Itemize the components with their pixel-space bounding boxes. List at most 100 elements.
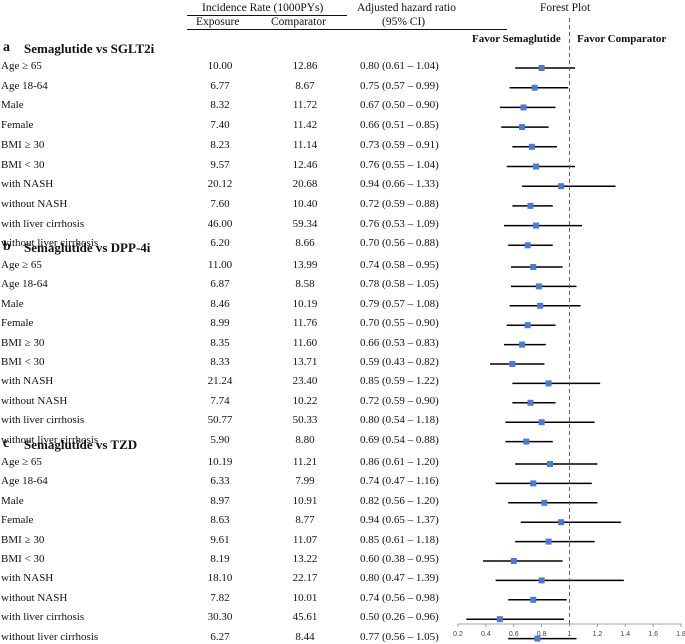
- header-underline: [187, 15, 347, 16]
- comparator-rate: 8.66: [295, 237, 315, 250]
- exposure-rate: 46.00: [207, 217, 233, 230]
- exposure-column-header: Exposure: [196, 16, 240, 28]
- x-tick-label: 0.2: [453, 631, 463, 638]
- comparator-rate: 45.61: [292, 611, 318, 624]
- exposure-rate: 50.77: [207, 414, 233, 427]
- hazard-ratio-value: 0.74 (0.47 – 1.16): [360, 475, 439, 488]
- hazard-ratio-value: 0.76 (0.53 – 1.09): [360, 217, 439, 230]
- hazard-ratio-marker: [535, 283, 542, 290]
- subgroup-label: Age 18-64: [1, 278, 48, 291]
- subgroup-label: with NASH: [1, 572, 54, 585]
- exposure-rate: 9.57: [210, 158, 230, 171]
- hazard-ratio-marker: [520, 104, 527, 111]
- favor-comparator-label: Favor Comparator: [577, 33, 667, 45]
- subgroup-label: BMI ≥ 30: [1, 138, 45, 151]
- comparator-rate: 50.33: [292, 414, 318, 427]
- hazard-ratio-marker: [524, 242, 531, 249]
- hazard-ratio-marker: [527, 202, 534, 209]
- hazard-ratio-value: 0.74 (0.56 – 0.98): [360, 591, 439, 604]
- ci-header: (95% CI): [382, 16, 426, 28]
- comparator-rate: 8.77: [295, 514, 315, 527]
- exposure-rate: 20.12: [207, 178, 233, 191]
- subgroup-label: without liver cirrhosis: [1, 630, 99, 643]
- x-tick-label: 0.8: [537, 631, 547, 638]
- hazard-ratio-value: 0.78 (0.58 – 1.05): [360, 278, 439, 291]
- comparator-rate: 10.01: [292, 591, 318, 604]
- subgroup-label: BMI < 30: [1, 356, 45, 368]
- subgroup-label: with NASH: [1, 375, 54, 388]
- hazard-ratio-value: 0.77 (0.56 – 1.05): [360, 630, 439, 643]
- exposure-rate: 18.10: [207, 572, 233, 585]
- comparator-rate: 59.34: [292, 217, 318, 230]
- comparator-rate: 22.17: [292, 572, 318, 585]
- section-title: Semaglutide vs DPP-4i: [24, 240, 151, 255]
- hazard-ratio-marker: [537, 302, 544, 309]
- exposure-rate: 8.63: [210, 514, 230, 527]
- hazard-ratio-marker: [524, 322, 531, 329]
- x-tick-label: 1.4: [620, 631, 630, 638]
- header-bottom-rule: [187, 29, 507, 30]
- exposure-rate: 8.23: [210, 138, 230, 151]
- hazard-ratio-marker: [510, 558, 517, 564]
- comparator-rate: 11.14: [292, 138, 318, 151]
- comparator-rate: 23.40: [292, 375, 318, 388]
- exposure-rate: 8.33: [210, 356, 230, 368]
- incidence-rate-header: Incidence Rate (1000PYs): [202, 2, 324, 14]
- section-title: Semaglutide vs SGLT2i: [24, 41, 155, 56]
- hazard-ratio-marker: [558, 519, 565, 526]
- comparator-rate: 10.91: [292, 494, 318, 507]
- hazard-ratio-marker: [530, 264, 537, 270]
- subgroup-label: BMI ≥ 30: [1, 336, 45, 349]
- subgroup-label: BMI < 30: [1, 158, 45, 171]
- section-letter: a: [3, 40, 10, 55]
- section-letter: c: [3, 436, 10, 451]
- hazard-ratio-marker: [530, 596, 537, 603]
- comparator-rate: 8.44: [295, 630, 315, 643]
- exposure-rate: 8.35: [210, 336, 230, 349]
- hazard-ratio-marker: [533, 222, 540, 229]
- hazard-ratio-marker: [538, 65, 545, 71]
- comparator-rate: 11.72: [292, 99, 318, 112]
- x-tick-label: 0.4: [481, 631, 491, 638]
- hazard-ratio-value: 0.80 (0.61 – 1.04): [360, 60, 439, 72]
- hazard-ratio-value: 0.85 (0.61 – 1.18): [360, 533, 439, 546]
- comparator-rate: 20.68: [292, 178, 318, 191]
- x-tick-label: 1: [568, 631, 572, 638]
- hazard-ratio-marker: [519, 124, 526, 131]
- section-letter: b: [3, 239, 11, 254]
- exposure-rate: 8.46: [210, 297, 230, 310]
- comparator-rate: 11.76: [292, 317, 318, 330]
- subgroup-label: with liver cirrhosis: [1, 217, 85, 230]
- subgroup-label: Female: [1, 317, 34, 330]
- hazard-ratio-marker: [558, 183, 565, 190]
- subgroup-label: Age ≥ 65: [1, 259, 42, 271]
- hazard-ratio-marker: [530, 480, 537, 487]
- hazard-ratio-marker: [538, 577, 545, 584]
- comparator-rate: 7.99: [295, 475, 315, 488]
- subgroup-label: without NASH: [1, 197, 68, 210]
- exposure-rate: 8.97: [210, 494, 230, 507]
- comparator-rate: 11.60: [292, 336, 318, 349]
- subgroup-label: Female: [1, 119, 34, 132]
- comparator-rate: 11.21: [292, 456, 318, 468]
- exposure-rate: 11.00: [207, 259, 233, 271]
- hazard-ratio-marker: [545, 538, 552, 545]
- comparator-rate: 13.99: [292, 259, 318, 271]
- hazard-ratio-marker: [533, 163, 540, 170]
- comparator-column-header: Comparator: [271, 16, 326, 28]
- hazard-ratio-value: 0.73 (0.59 – 0.91): [360, 138, 439, 151]
- subgroup-label: without NASH: [1, 591, 68, 604]
- subgroup-label: Age 18-64: [1, 475, 48, 488]
- exposure-rate: 21.24: [207, 375, 233, 388]
- comparator-rate: 13.22: [292, 553, 318, 565]
- comparator-rate: 11.42: [292, 119, 318, 132]
- exposure-rate: 10.19: [207, 456, 233, 468]
- hazard-ratio-value: 0.86 (0.61 – 1.20): [360, 456, 439, 468]
- hazard-ratio-value: 0.66 (0.51 – 0.85): [360, 119, 439, 132]
- hazard-ratio-value: 0.66 (0.53 – 0.83): [360, 336, 439, 349]
- exposure-rate: 6.20: [210, 237, 230, 250]
- hazard-ratio-marker: [545, 380, 552, 387]
- subgroup-label: Male: [1, 494, 24, 507]
- exposure-rate: 7.74: [210, 394, 230, 407]
- hazard-ratio-marker: [534, 635, 541, 642]
